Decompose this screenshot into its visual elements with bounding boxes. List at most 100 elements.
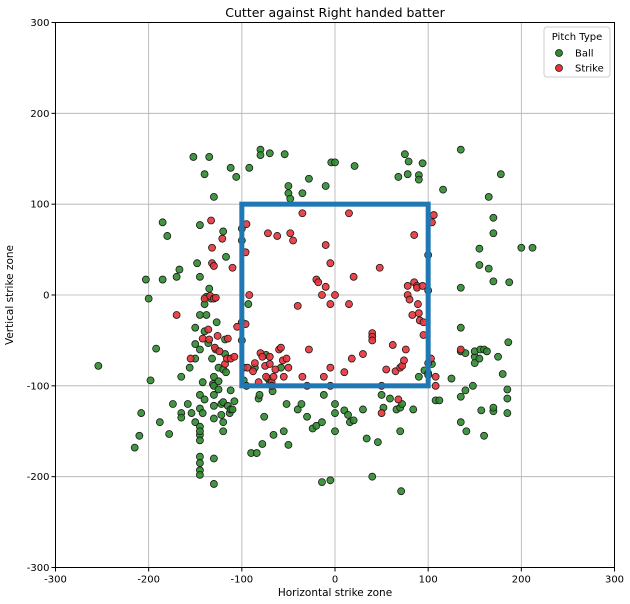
y-tick-label: -300 (27, 563, 50, 574)
strike-point (187, 355, 194, 362)
ball-point (369, 473, 376, 480)
strike-point (219, 235, 226, 242)
ball-point (285, 183, 292, 190)
ball-point (415, 176, 422, 183)
strike-point (224, 335, 231, 342)
strike-point (327, 301, 334, 308)
strike-point (270, 373, 277, 380)
strike-point (419, 282, 426, 289)
ball-point (210, 193, 217, 200)
ball-point (227, 387, 234, 394)
strike-point (415, 310, 422, 317)
ball-point (196, 311, 203, 318)
strike-point (406, 296, 413, 303)
ball-point (490, 278, 497, 285)
ball-point (490, 214, 497, 221)
ball-point (478, 407, 485, 414)
ball-point (332, 410, 339, 417)
strike-point (209, 244, 216, 251)
strike-point (285, 364, 292, 371)
ball-point (95, 362, 102, 369)
ball-point (419, 160, 426, 167)
ball-point (401, 151, 408, 158)
ball-point (159, 276, 166, 283)
strike-point (332, 292, 339, 299)
ball-point (199, 379, 206, 386)
ball-point (196, 346, 203, 353)
x-tick-label: 300 (605, 575, 624, 586)
legend-title: Pitch Type (552, 32, 603, 43)
strike-point (378, 410, 385, 417)
ball-point (190, 153, 197, 160)
strike-point (206, 336, 213, 343)
strike-point (246, 292, 253, 299)
ball-point (298, 401, 305, 408)
ball-point (256, 391, 263, 398)
ball-point (305, 175, 312, 182)
ball-point (363, 435, 370, 442)
ball-point (405, 158, 412, 165)
ball-point (253, 450, 260, 457)
strike-point (414, 301, 421, 308)
ball-point (233, 173, 240, 180)
ball-point (320, 391, 327, 398)
ball-point (410, 406, 417, 413)
ball-point (156, 419, 163, 426)
strike-point (404, 282, 411, 289)
strike-point (409, 311, 416, 318)
x-tick-label: -100 (230, 575, 253, 586)
x-tick-label: -200 (137, 575, 160, 586)
ball-point (194, 260, 201, 267)
ball-point (490, 230, 497, 237)
ball-point (457, 146, 464, 153)
strike-point (402, 346, 409, 353)
ball-point (176, 266, 183, 273)
ball-point (318, 479, 325, 486)
strike-point (350, 273, 357, 280)
ball-point (350, 417, 357, 424)
strike-point (299, 373, 306, 380)
ball-point (196, 273, 203, 280)
ball-point (299, 190, 306, 197)
legend-ball-marker (556, 50, 563, 57)
ball-point (378, 391, 385, 398)
ball-point (210, 402, 217, 409)
chart-title: Cutter against Right handed batter (225, 5, 445, 20)
ball-point (457, 419, 464, 426)
ball-point (332, 159, 339, 166)
legend-strike-label: Strike (575, 64, 604, 75)
strike-point (280, 373, 287, 380)
strike-point (359, 351, 366, 358)
strike-point (277, 344, 284, 351)
ball-point (164, 232, 171, 239)
ball-point (481, 432, 488, 439)
y-tick-label: 0 (43, 291, 49, 302)
ball-point (222, 253, 229, 260)
ball-point (476, 355, 483, 362)
ball-point (138, 410, 145, 417)
ball-point (222, 369, 229, 376)
ball-point (397, 428, 404, 435)
ball-point (246, 164, 253, 171)
ball-point (281, 151, 288, 158)
ball-point (227, 164, 234, 171)
ball-point (490, 404, 497, 411)
strike-point (430, 212, 437, 219)
strike-point (283, 355, 290, 362)
ball-point (186, 364, 193, 371)
ball-point (229, 406, 236, 413)
y-axis-label: Vertical strike zone (4, 245, 16, 345)
ball-point (457, 324, 464, 331)
ball-point (436, 397, 443, 404)
y-tick-label: -200 (27, 472, 50, 483)
ball-point (469, 382, 476, 389)
legend-strike-marker (556, 65, 563, 72)
ball-point (318, 419, 325, 426)
strike-point (369, 337, 376, 344)
strike-point (432, 373, 439, 380)
ball-point (483, 348, 490, 355)
strike-point (231, 353, 238, 360)
strike-point (345, 301, 352, 308)
ball-point (220, 428, 227, 435)
